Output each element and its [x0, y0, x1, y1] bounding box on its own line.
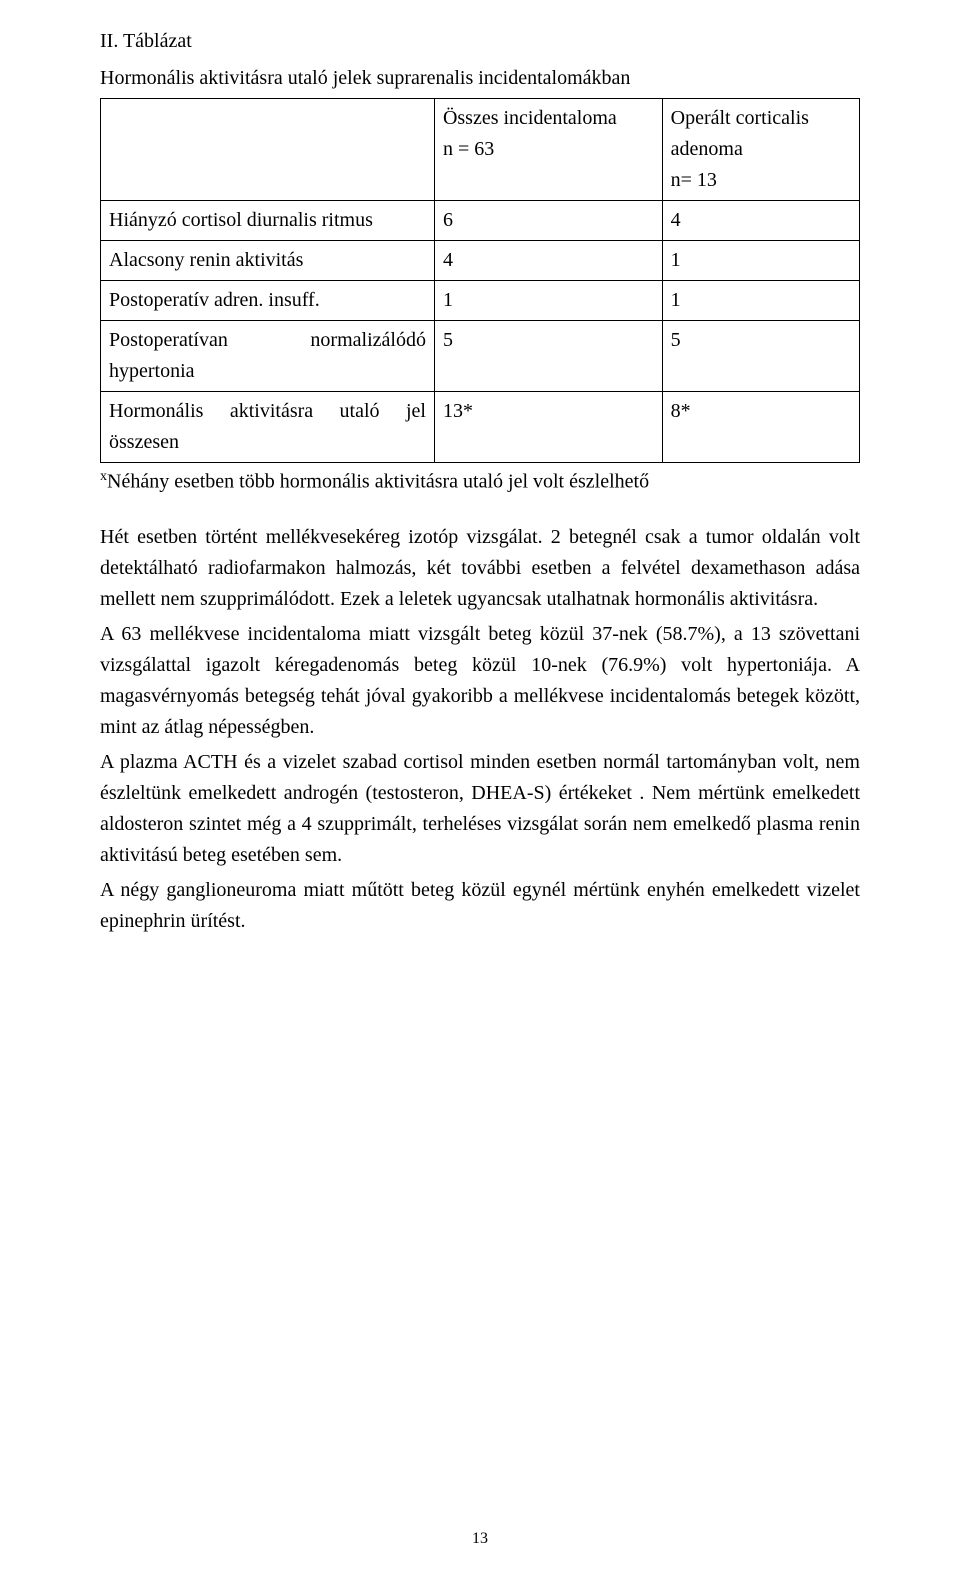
row-c1: 4 — [434, 241, 662, 281]
table-header-col1-l2: n = 63 — [443, 138, 494, 160]
table-header-col1-l1: Összes incidentaloma — [443, 107, 617, 129]
table-header-col2: Operált corticalis adenoma n= 13 — [662, 99, 859, 201]
row-label: Postoperatívan normalizálódó hypertonia — [101, 321, 435, 392]
table-row: Alacsony renin aktivitás 4 1 — [101, 241, 860, 281]
document-page: II. Táblázat Hormonális aktivitásra utal… — [0, 0, 960, 1570]
section-number-title: II. Táblázat — [100, 30, 860, 53]
row-c1: 1 — [434, 281, 662, 321]
page-number: 13 — [0, 1530, 960, 1548]
table-caption: Hormonális aktivitásra utaló jelek supra… — [100, 67, 860, 90]
table-header-col2-l1: Operált corticalis — [671, 107, 809, 129]
row-label: Hiányzó cortisol diurnalis ritmus — [101, 201, 435, 241]
body-paragraph: A négy ganglioneuroma miatt műtött beteg… — [100, 875, 860, 937]
row-c1: 13* — [434, 392, 662, 463]
body-paragraph: Hét esetben történt mellékvesekéreg izot… — [100, 522, 860, 615]
row-c2: 1 — [662, 241, 859, 281]
footnote-text: Néhány esetben több hormonális aktivitás… — [107, 471, 649, 493]
table-row: Postoperatívan normalizálódó hypertonia … — [101, 321, 860, 392]
row-c2: 1 — [662, 281, 859, 321]
table-row: Postoperatív adren. insuff. 1 1 — [101, 281, 860, 321]
table-row: Hormonális aktivitásra utaló jel összese… — [101, 392, 860, 463]
row-c1: 6 — [434, 201, 662, 241]
footnote-superscript: x — [100, 469, 107, 484]
row-c2: 5 — [662, 321, 859, 392]
body-paragraph: A 63 mellékvese incidentaloma miatt vizs… — [100, 619, 860, 743]
row-label: Alacsony renin aktivitás — [101, 241, 435, 281]
table-row: Hiányzó cortisol diurnalis ritmus 6 4 — [101, 201, 860, 241]
row-label: Hormonális aktivitásra utaló jel összese… — [101, 392, 435, 463]
table-footnote: xNéhány esetben több hormonális aktivitá… — [100, 469, 860, 494]
body-paragraph: A plazma ACTH és a vizelet szabad cortis… — [100, 747, 860, 871]
row-c1: 5 — [434, 321, 662, 392]
table-header-row: Összes incidentaloma n = 63 Operált cort… — [101, 99, 860, 201]
row-c2: 8* — [662, 392, 859, 463]
row-c2: 4 — [662, 201, 859, 241]
table-header-col2-l2: adenoma — [671, 138, 743, 160]
table-header-col2-l3: n= 13 — [671, 169, 717, 191]
hormonal-activity-table: Összes incidentaloma n = 63 Operált cort… — [100, 98, 860, 463]
table-header-col1: Összes incidentaloma n = 63 — [434, 99, 662, 201]
table-header-empty — [101, 99, 435, 201]
row-label: Postoperatív adren. insuff. — [101, 281, 435, 321]
